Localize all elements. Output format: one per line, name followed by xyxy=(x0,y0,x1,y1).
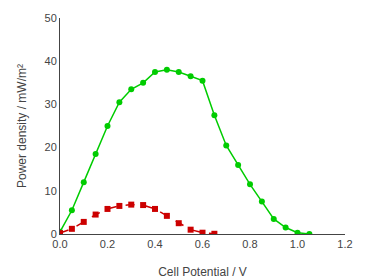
svg-text:50: 50 xyxy=(45,12,57,24)
svg-text:30: 30 xyxy=(45,98,57,110)
svg-text:1.0: 1.0 xyxy=(290,238,305,250)
svg-text:0.0: 0.0 xyxy=(52,238,67,250)
svg-text:20: 20 xyxy=(45,141,57,153)
svg-text:10: 10 xyxy=(45,185,57,197)
svg-text:1.2: 1.2 xyxy=(337,238,352,250)
svg-text:0.2: 0.2 xyxy=(100,238,115,250)
svg-text:40: 40 xyxy=(45,55,57,67)
svg-text:0.8: 0.8 xyxy=(242,238,257,250)
svg-text:0.4: 0.4 xyxy=(147,238,162,250)
svg-text:0.6: 0.6 xyxy=(195,238,210,250)
svg-text:Power density / mW/m²: Power density / mW/m² xyxy=(15,64,29,188)
svg-text:0: 0 xyxy=(51,228,57,240)
svg-text:Cell Potential / V: Cell Potential / V xyxy=(158,265,247,279)
